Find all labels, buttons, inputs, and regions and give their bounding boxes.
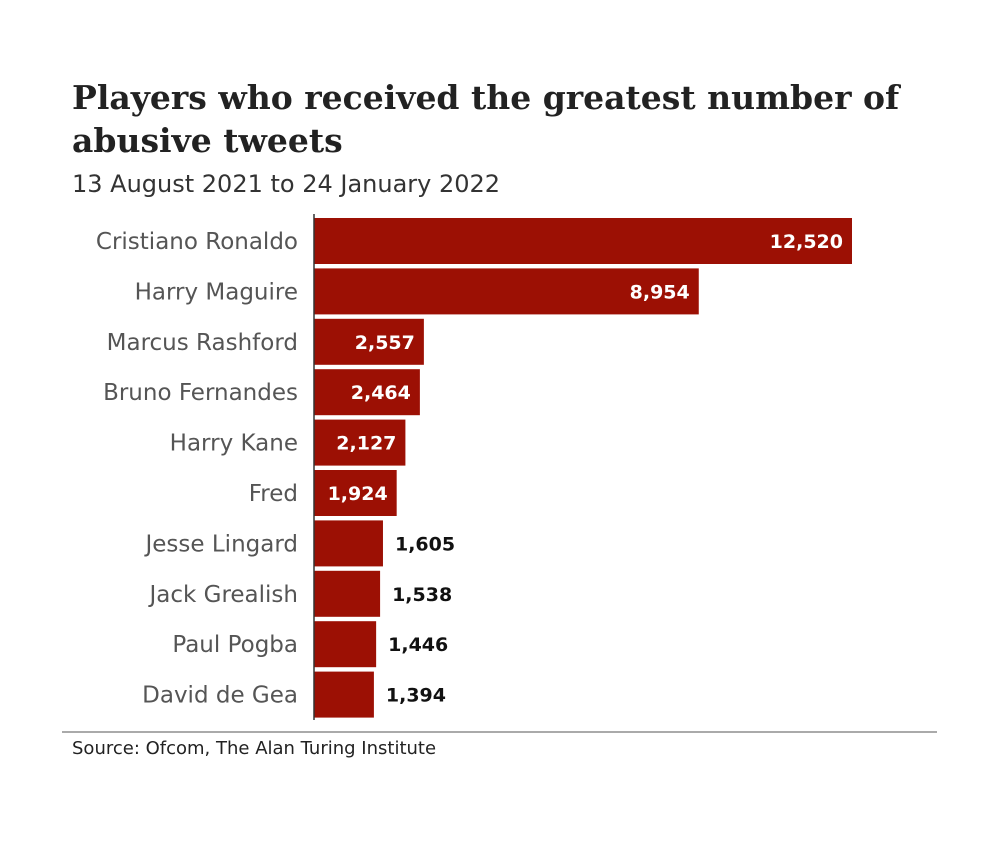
category-label: David de Gea — [142, 683, 298, 709]
bar — [314, 621, 377, 668]
data-label: 1,446 — [388, 634, 448, 656]
bar — [314, 570, 381, 617]
bar — [314, 520, 383, 567]
bar — [314, 369, 420, 416]
bar — [314, 419, 406, 466]
data-label: 2,557 — [355, 332, 415, 354]
chart-subtitle: 13 August 2021 to 24 January 2022 — [72, 170, 501, 198]
data-label: 8,954 — [630, 281, 690, 303]
bar — [314, 268, 699, 315]
category-label: Harry Kane — [170, 431, 298, 457]
data-label: 1,538 — [392, 584, 452, 606]
category-label: Harry Maguire — [135, 279, 298, 305]
data-label: 2,127 — [336, 433, 396, 455]
bar — [314, 218, 852, 264]
data-label: 1,605 — [395, 533, 455, 555]
bar — [314, 671, 374, 718]
chart-title: Players who received the greatest number… — [72, 78, 900, 160]
category-label: Fred — [249, 481, 298, 507]
data-label: 1,924 — [328, 483, 388, 505]
chart-source: Source: Ofcom, The Alan Turing Institute — [72, 738, 437, 759]
category-label: Paul Pogba — [172, 632, 298, 658]
data-label: 2,464 — [351, 382, 411, 404]
category-label: Jesse Lingard — [144, 531, 299, 557]
bar — [314, 470, 397, 516]
data-label: 12,520 — [770, 231, 843, 253]
category-label: Bruno Fernandes — [103, 380, 298, 406]
category-label: Marcus Rashford — [107, 330, 298, 356]
category-label: Jack Grealish — [147, 582, 298, 608]
bar — [314, 318, 424, 365]
data-label: 1,394 — [386, 685, 446, 707]
category-label: Cristiano Ronaldo — [96, 229, 298, 255]
